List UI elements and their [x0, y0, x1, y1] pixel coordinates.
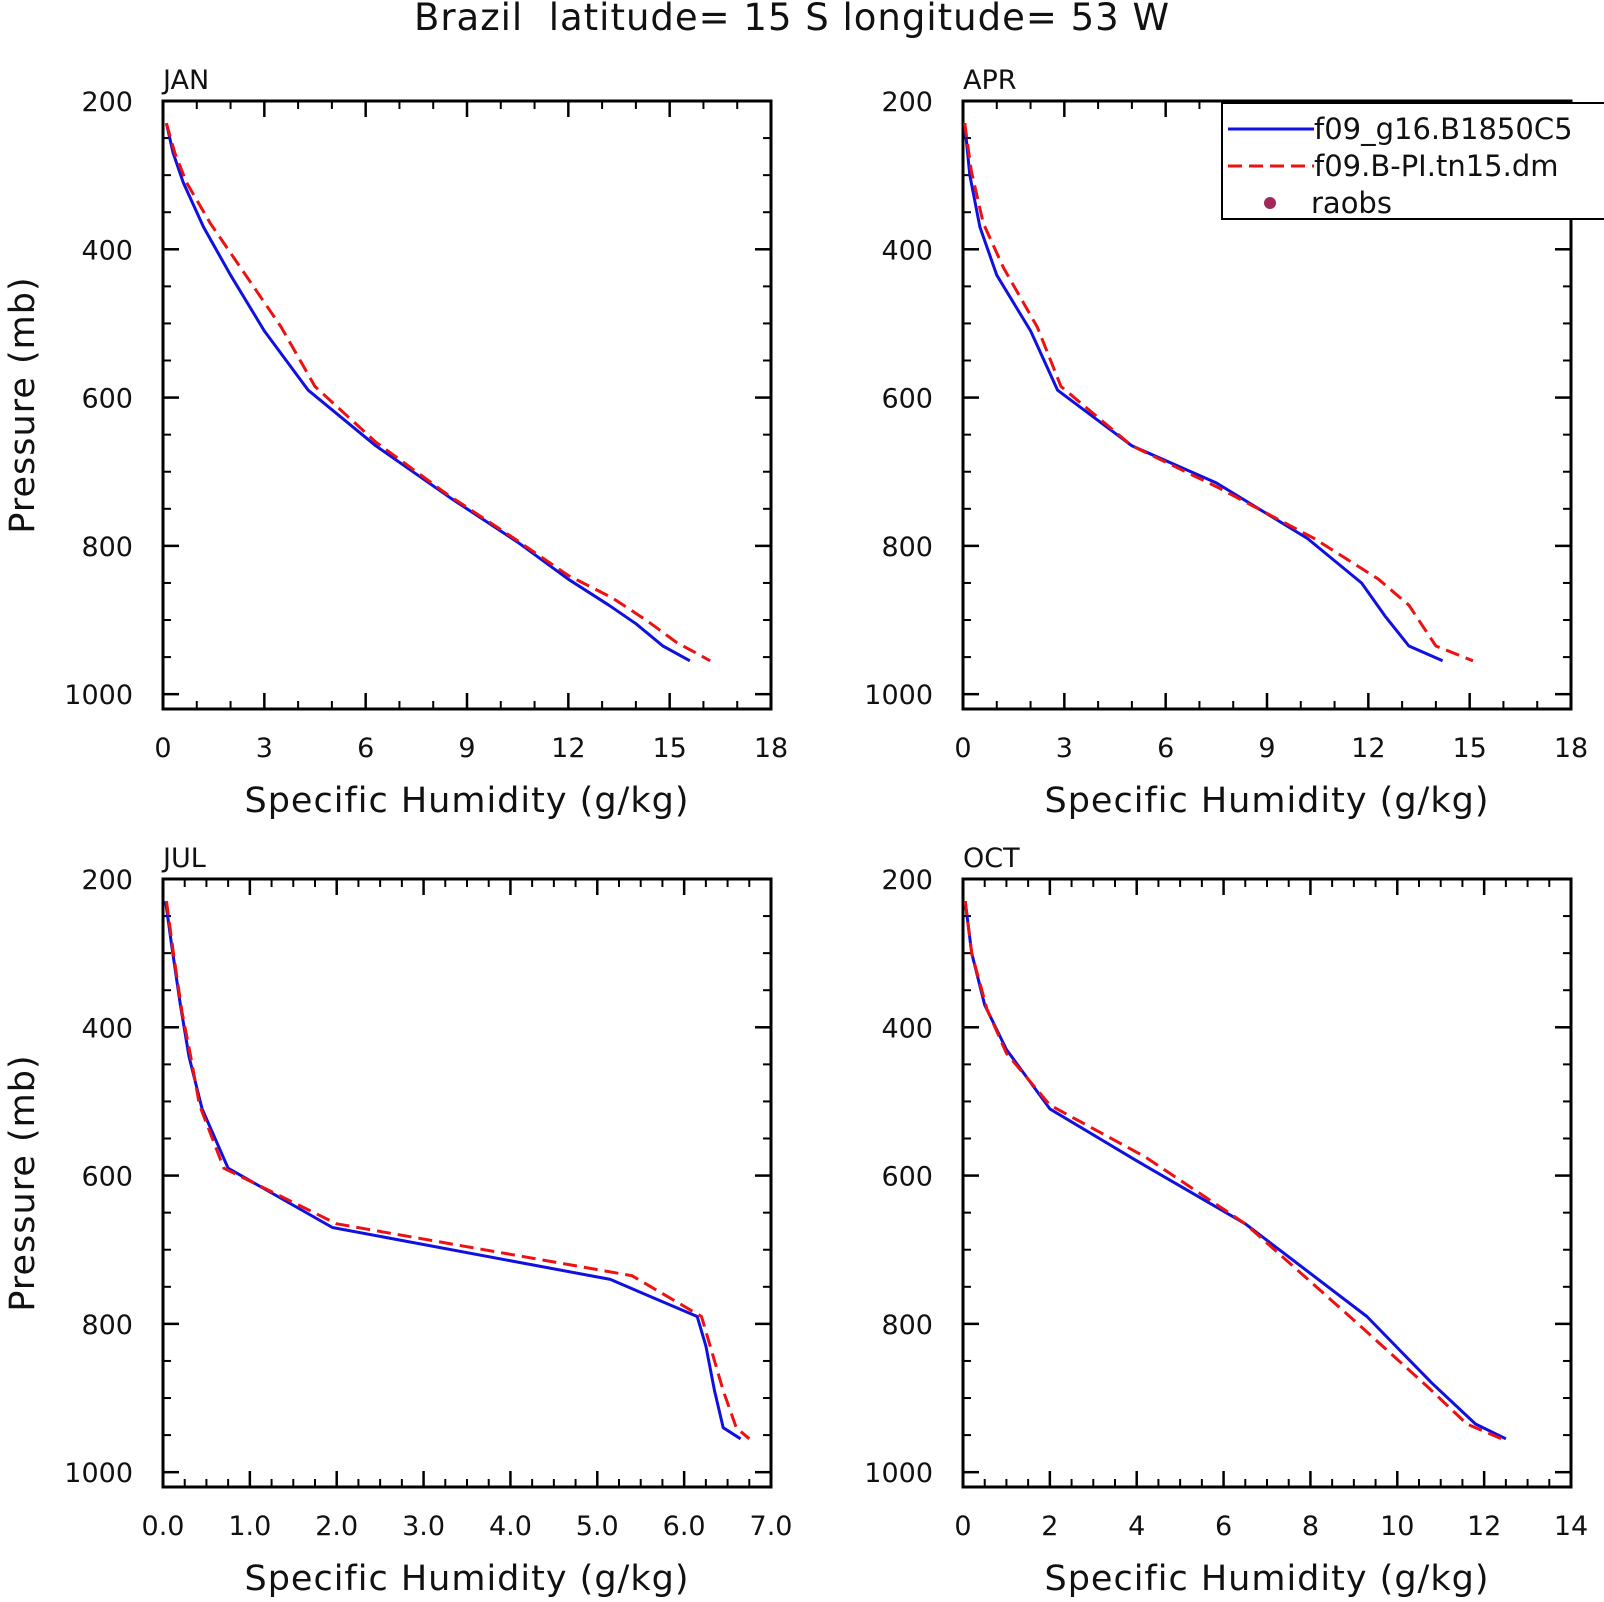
x-tick-label: 6: [357, 733, 374, 764]
y-tick-label: 200: [881, 865, 933, 896]
x-tick-label: 12: [551, 733, 585, 764]
x-tick-label: 18: [1554, 733, 1588, 764]
x-tick-label: 6: [1157, 733, 1174, 764]
x-tick-label: 9: [1258, 733, 1275, 764]
y-axis-label: Pressure (mb): [3, 1054, 43, 1311]
legend-label: f09_g16.B1850C5: [1314, 112, 1573, 146]
plot-frame: [161, 99, 773, 711]
y-tick-label: 800: [881, 1310, 933, 1341]
x-tick-label: 9: [458, 733, 475, 764]
series-line-f09-g16-b1850c5: [963, 901, 1507, 1441]
x-tick-label: 8: [1302, 1511, 1319, 1542]
x-tick-label: 3: [256, 733, 273, 764]
x-tick-label: 14: [1554, 1511, 1588, 1542]
series-line-f09-b-pi-tn15-dm: [165, 901, 751, 1440]
y-tick-label: 200: [81, 865, 133, 896]
panel-jan: JAN 0 3 6 9 12 15 18 200 400 600 800 1000 Specific Hu…: [3, 65, 788, 821]
y-tick-label: 1000: [864, 1458, 933, 1489]
legend-box: [1221, 102, 1604, 220]
y-tick-label: 400: [81, 235, 133, 266]
x-tick-label: 15: [652, 733, 686, 764]
series-line-f09-b-pi-tn15-dm: [963, 122, 1474, 663]
x-tick-label: 12: [1467, 1511, 1501, 1542]
x-tick-label: 7.0: [750, 1511, 793, 1542]
x-tick-label: 1.0: [228, 1511, 271, 1542]
panel-title: APR: [963, 65, 1017, 96]
x-axis-label: Specific Humidity (g/kg): [1045, 781, 1490, 821]
x-axis-label: Specific Humidity (g/kg): [1045, 1559, 1490, 1599]
y-tick-label: 800: [81, 532, 133, 563]
x-tick-label: 3: [1056, 733, 1073, 764]
y-tick-label: 1000: [64, 680, 133, 711]
x-tick-label: 18: [754, 733, 788, 764]
x-tick-label: 4.0: [489, 1511, 532, 1542]
plot-frame: [961, 877, 1573, 1489]
legend-label: f09.B-PI.tn15.dm: [1314, 149, 1558, 183]
y-tick-label: 800: [881, 532, 933, 563]
legend-marker-raobs: [1264, 197, 1276, 209]
y-tick-label: 200: [881, 87, 933, 118]
x-tick-label: 0: [154, 733, 171, 764]
y-tick-label: 400: [81, 1013, 133, 1044]
y-tick-label: 600: [81, 1162, 133, 1193]
x-tick-label: 0.0: [142, 1511, 185, 1542]
y-tick-label: 400: [881, 1013, 933, 1044]
y-tick-label: 1000: [64, 1458, 133, 1489]
series-line-f09-g16-b1850c5: [164, 900, 742, 1441]
figure-title: Brazil latitude= 15 S longitude= 53 W: [414, 0, 1170, 39]
panel-title: JAN: [161, 65, 209, 96]
series-line-f09-b-pi-tn15-dm: [164, 122, 711, 663]
x-axis-label: Specific Humidity (g/kg): [245, 781, 690, 821]
x-tick-label: 12: [1351, 733, 1385, 764]
x-tick-label: 2: [1041, 1511, 1058, 1542]
x-tick-label: 4: [1128, 1511, 1145, 1542]
panel-apr: APR 0 3 6 9 12 15 18 200 400 600 800 1000 Specific Hu…: [864, 65, 1588, 821]
x-tick-label: 10: [1380, 1511, 1414, 1542]
y-tick-label: 1000: [864, 680, 933, 711]
x-tick-label: 6.0: [663, 1511, 706, 1542]
y-axis-label: Pressure (mb): [3, 276, 43, 533]
y-tick-label: 200: [81, 87, 133, 118]
y-tick-label: 400: [881, 235, 933, 266]
panel-jul: JUL 0.0 1.0 2.0 3.0 4.0 5.0 6.0 7.0 200 400 600 800 1…: [3, 843, 792, 1599]
y-tick-label: 600: [881, 384, 933, 415]
x-tick-label: 0: [954, 1511, 971, 1542]
series-line-f09-g16-b1850c5: [164, 122, 691, 663]
panel-title: OCT: [963, 843, 1020, 874]
x-tick-label: 3.0: [402, 1511, 445, 1542]
panel-title: JUL: [161, 843, 206, 874]
y-tick-label: 600: [881, 1162, 933, 1193]
x-axis-label: Specific Humidity (g/kg): [245, 1559, 690, 1599]
x-tick-label: 15: [1452, 733, 1486, 764]
x-tick-label: 0: [954, 733, 971, 764]
panel-oct: OCT 0 2 4 6 8 10 12 14 200 400 600 800 1000 Specific H…: [864, 843, 1588, 1599]
y-tick-label: 600: [81, 384, 133, 415]
x-tick-label: 2.0: [315, 1511, 358, 1542]
x-tick-label: 6: [1215, 1511, 1232, 1542]
x-tick-label: 5.0: [576, 1511, 619, 1542]
series-line-f09-g16-b1850c5: [963, 123, 1444, 663]
series-line-f09-b-pi-tn15-dm: [963, 901, 1503, 1441]
y-tick-label: 800: [81, 1310, 133, 1341]
legend-label: raobs: [1311, 186, 1392, 220]
